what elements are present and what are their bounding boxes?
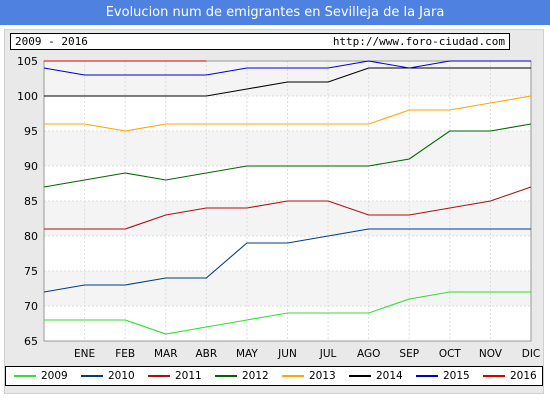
legend-swatch (282, 375, 304, 377)
x-tick-label: MAR (154, 348, 178, 360)
x-tick-label: MAY (236, 348, 258, 360)
x-tick-label: SEP (399, 348, 419, 360)
x-tick-label: OCT (439, 348, 462, 360)
legend-label: 2011 (175, 370, 202, 382)
legend-swatch (81, 375, 103, 377)
legend: 2009 2010 2011 2012 2013 2014 2015 2016 (5, 366, 543, 386)
legend-label: 2009 (41, 370, 68, 382)
y-tick-label: 75 (24, 265, 38, 278)
plot-border (43, 60, 532, 342)
legend-swatch (349, 375, 371, 377)
chart-title: Evolucion num de emigrantes en Sevilleja… (0, 0, 550, 25)
legend-label: 2015 (443, 370, 470, 382)
grid-band (44, 271, 531, 306)
x-tick-label: FEB (115, 348, 135, 360)
y-tick-label: 85 (24, 195, 38, 208)
series-line-2012 (43, 123, 532, 188)
legend-label: 2013 (309, 370, 336, 382)
x-tick-label: DIC (522, 348, 541, 360)
series-line-2010 (43, 228, 531, 293)
y-tick-label: 90 (24, 160, 38, 173)
legend-swatch (148, 375, 170, 377)
series-line-2013 (44, 95, 532, 132)
series-line-2009 (44, 291, 531, 335)
x-tick-label: ENE (74, 348, 95, 360)
legend-label: 2010 (108, 370, 135, 382)
legend-swatch (483, 375, 505, 377)
y-tick-label: 105 (17, 55, 38, 68)
x-tick-label: AGO (357, 348, 380, 360)
source-url: http://www.foro-ciudad.com (332, 35, 505, 48)
y-tick-label: 80 (24, 230, 38, 243)
series-line-2014 (44, 67, 531, 97)
x-tick-label: JUL (319, 348, 337, 360)
series-line-2011 (44, 186, 532, 230)
x-tick-label: NOV (479, 348, 503, 360)
y-tick-label: 95 (24, 125, 38, 138)
y-tick-label: 100 (17, 90, 38, 103)
info-box: 2009 - 2016 http://www.foro-ciudad.com (10, 33, 510, 50)
legend-label: 2016 (510, 370, 537, 382)
legend-swatch (14, 375, 36, 377)
legend-label: 2012 (242, 370, 269, 382)
x-tick-label: ABR (195, 348, 217, 360)
series-line-2015 (43, 60, 531, 76)
legend-swatch (215, 375, 237, 377)
x-tick-label: JUN (277, 348, 297, 360)
grid-band (44, 131, 531, 166)
legend-swatch (416, 375, 438, 377)
y-tick-label: 70 (24, 300, 38, 313)
period-label: 2009 - 2016 (15, 35, 88, 48)
legend-label: 2014 (376, 370, 403, 382)
y-tick-label: 65 (24, 335, 38, 348)
